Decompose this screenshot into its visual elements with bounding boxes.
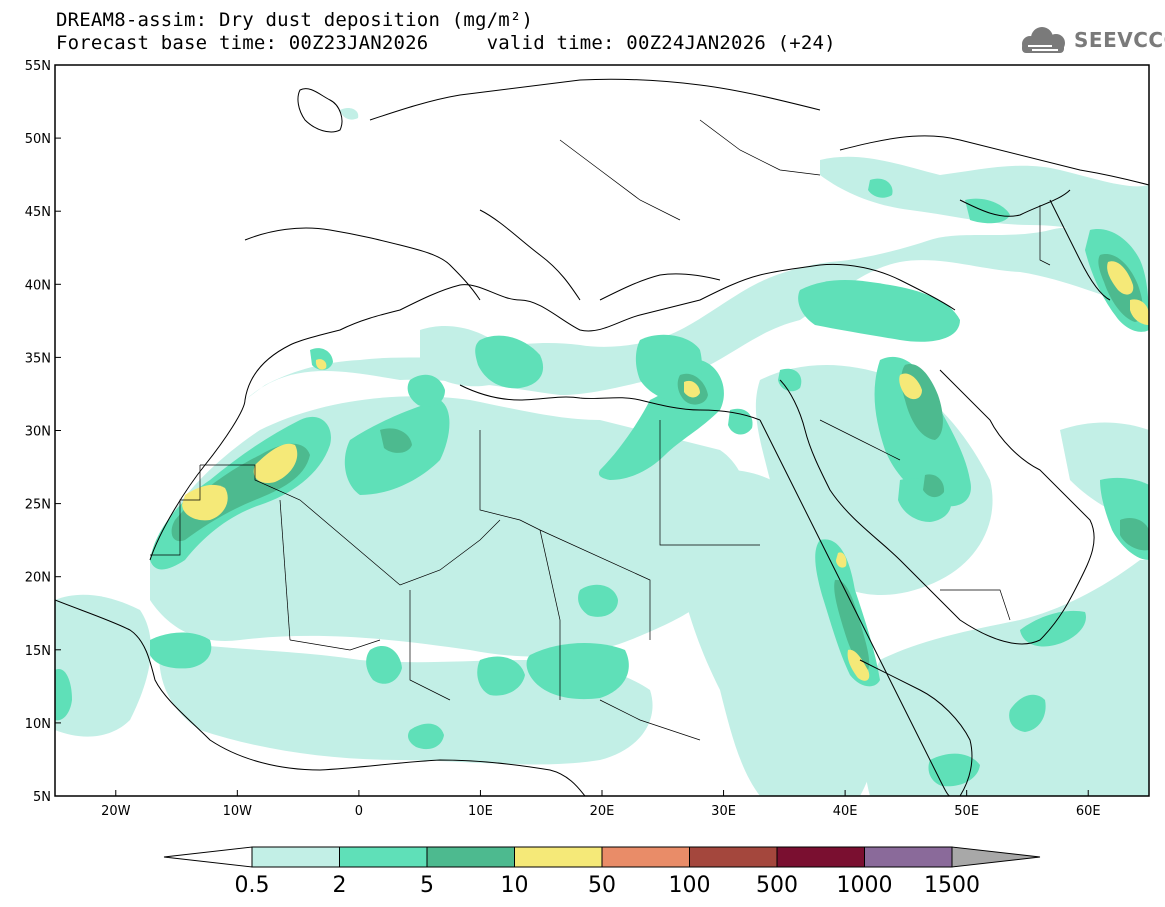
colorbar-under-arrow [163, 846, 253, 868]
lon-tick-label: 0 [355, 804, 363, 819]
logo-text: SEEVCCC [1074, 28, 1165, 52]
lat-tick-label: 55N [25, 59, 51, 74]
lon-tick-label: 30E [711, 804, 736, 819]
lon-tick-label: 20W [101, 804, 131, 819]
lon-tick-label: 60E [1076, 804, 1101, 819]
lon-tick-label: 50E [954, 804, 979, 819]
lat-tick-label: 30N [25, 425, 51, 440]
lon-tick-label: 10W [223, 804, 253, 819]
longitude-axis: 20W 10W 0 10E 20E 30E 40E 50E 60E [101, 790, 1101, 819]
borders [150, 119, 1051, 741]
colorbar-level-label: 5 [420, 873, 434, 898]
cloud-logo-icon [1022, 27, 1065, 53]
lat-tick-label: 15N [25, 644, 51, 659]
lat-tick-label: 35N [25, 351, 51, 366]
latitude-axis: 55N 50N 45N 40N 35N 30N 25N 20N 15N 10N 5N [25, 59, 61, 805]
colorbar-box [776, 846, 865, 868]
lon-tick-label: 40E [833, 804, 858, 819]
lon-tick-label: 10E [468, 804, 493, 819]
colorbar-box [339, 846, 428, 868]
colorbar-level-label: 2 [333, 873, 347, 898]
colorbar-box [689, 846, 778, 868]
lat-tick-label: 25N [25, 498, 51, 513]
colorbar-level-label: 0.5 [235, 873, 270, 898]
colorbar-level-label: 100 [669, 873, 711, 898]
dust-level-10 [182, 261, 1149, 681]
lat-tick-label: 10N [25, 717, 51, 732]
lon-tick-label: 20E [590, 804, 615, 819]
dust-field [55, 107, 1149, 796]
colorbar-box [864, 846, 953, 868]
colorbar-box [426, 846, 515, 868]
colorbar-box [251, 846, 340, 868]
coastlines [55, 78, 1149, 796]
colorbar: 0.5 2 5 10 50 100 500 1000 1500 [163, 846, 1041, 898]
lat-tick-label: 5N [33, 790, 51, 805]
dust-map: 55N 50N 45N 40N 35N 30N 25N 20N 15N 10N 5N 20W 10W 0… [25, 59, 1150, 819]
lat-tick-label: 20N [25, 571, 51, 586]
lat-tick-label: 45N [25, 205, 51, 220]
lat-tick-label: 50N [25, 132, 51, 147]
colorbar-level-label: 1000 [837, 873, 893, 898]
colorbar-box [514, 846, 603, 868]
colorbar-level-label: 10 [501, 873, 529, 898]
lat-tick-label: 40N [25, 278, 51, 293]
colorbar-level-label: 500 [756, 873, 798, 898]
map-subtitle: Forecast base time: 00Z23JAN2026 valid t… [56, 32, 836, 54]
map-title: DREAM8-assim: Dry dust deposition (mg/m²… [56, 9, 534, 31]
colorbar-over-arrow [951, 846, 1041, 868]
colorbar-box [601, 846, 690, 868]
colorbar-level-label: 50 [588, 873, 616, 898]
colorbar-level-label: 1500 [924, 873, 980, 898]
